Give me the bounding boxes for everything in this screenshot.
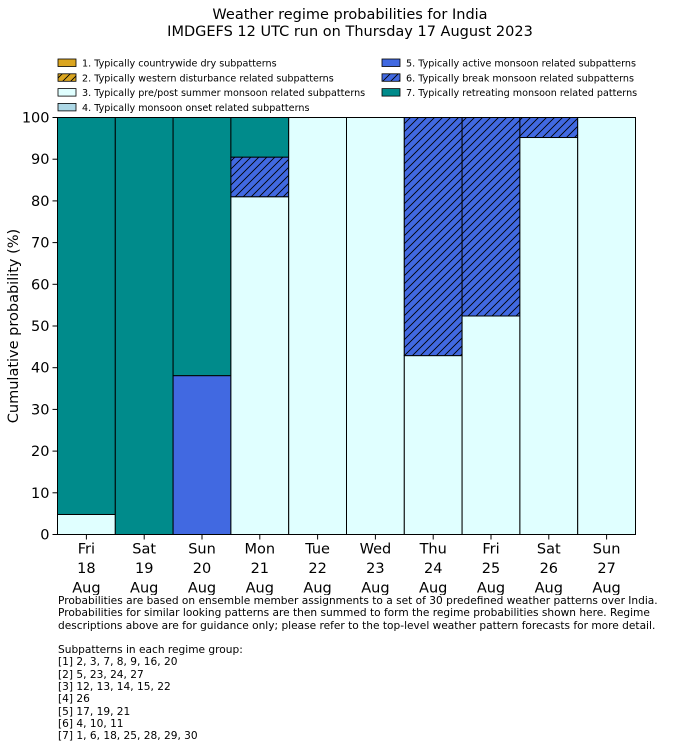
- x-tick-label: Aug: [303, 581, 331, 596]
- note-line-3: descriptions above are for guidance only…: [58, 619, 656, 632]
- y-tick-label: 40: [31, 361, 49, 377]
- x-tick-label: Aug: [535, 581, 563, 596]
- y-axis-label: Cumulative probability (%): [6, 229, 22, 423]
- x-tick-label: 20: [193, 561, 211, 577]
- y-tick-label: 50: [31, 319, 49, 335]
- legend-swatch: [381, 73, 401, 82]
- note-line-2: Probabilities for similar looking patter…: [58, 607, 650, 620]
- y-tick-label: 10: [31, 486, 49, 502]
- x-tick-label: Sun: [593, 542, 621, 558]
- y-tick-label: 0: [40, 528, 49, 544]
- legend-label: 2. Typically western disturbance related…: [82, 73, 334, 84]
- x-tick-label: 18: [77, 561, 95, 577]
- y-tick-label: 30: [31, 402, 49, 418]
- x-tick-label: 26: [540, 561, 558, 577]
- group-line: [7] 1, 6, 18, 25, 28, 29, 30: [58, 730, 198, 743]
- group-line: [3] 12, 13, 14, 15, 22: [58, 681, 171, 694]
- legend-swatch: [57, 58, 77, 67]
- legend-label: 1. Typically countrywide dry subpatterns: [82, 59, 277, 70]
- legend-label: 3. Typically pre/post summer monsoon rel…: [82, 88, 365, 99]
- x-tick-label: 22: [308, 561, 326, 577]
- x-tick-label: 27: [597, 561, 615, 577]
- bar-segment: [519, 137, 579, 536]
- x-tick-label: Sat: [132, 542, 156, 558]
- x-tick-label: 25: [482, 561, 500, 577]
- x-tick-label: 21: [251, 561, 269, 577]
- bar-segment: [403, 355, 463, 535]
- legend-label: 7. Typically retreating monsoon related …: [406, 88, 637, 99]
- group-line: [1] 2, 3, 7, 8, 9, 16, 20: [58, 656, 178, 669]
- x-tick-label: 23: [366, 561, 384, 577]
- x-tick-label: Wed: [360, 542, 392, 558]
- x-tick-label: Mon: [245, 542, 276, 558]
- x-tick-label: Aug: [246, 581, 274, 596]
- bar-segment: [403, 117, 463, 357]
- y-tick-label: 100: [22, 111, 50, 127]
- legend-swatch: [57, 88, 77, 97]
- bar-segment: [461, 117, 521, 317]
- x-tick-label: Aug: [361, 581, 389, 596]
- legend-swatch: [381, 88, 401, 97]
- legend-swatch: [57, 103, 77, 112]
- x-tick-label: 24: [424, 561, 442, 577]
- y-axis: 0 10 20 30 40 50 60 70 80 90 100: [22, 111, 58, 544]
- x-tick-label: Sat: [537, 542, 561, 558]
- x-tick-label: Aug: [477, 581, 505, 596]
- bar-segment: [57, 513, 116, 536]
- y-tick-label: 20: [31, 444, 49, 460]
- bar-segment: [346, 117, 405, 535]
- x-tick-label: Aug: [188, 581, 216, 596]
- x-tick-label: Aug: [130, 581, 158, 596]
- legend-label: 6. Typically break monsoon related subpa…: [406, 73, 634, 84]
- bar-segment: [57, 117, 116, 515]
- x-tick-label: Tue: [304, 542, 330, 558]
- bar-segment: [172, 375, 232, 535]
- legend-label: 5. Typically active monsoon related subp…: [406, 59, 636, 70]
- group-line: [4] 26: [58, 693, 90, 706]
- y-tick-label: 80: [31, 194, 49, 210]
- legend-swatch: [57, 73, 77, 82]
- footnotes: Probabilities are based on ensemble memb…: [58, 595, 688, 743]
- y-tick-label: 70: [31, 236, 49, 252]
- bar-segment: [577, 117, 637, 535]
- groups-heading: Subpatterns in each regime group:: [58, 644, 243, 657]
- x-tick-label: Aug: [72, 581, 100, 596]
- bar-segment: [461, 315, 521, 535]
- x-tick-label: Fri: [78, 542, 95, 558]
- note-line-1: Probabilities are based on ensemble memb…: [58, 595, 658, 607]
- x-tick-label: Aug: [592, 581, 620, 596]
- group-line: [5] 17, 19, 21: [58, 705, 131, 718]
- legend-swatch: [381, 58, 401, 67]
- x-tick-label: Fri: [482, 542, 499, 558]
- bar-segment: [114, 117, 174, 535]
- x-tick-label: Thu: [419, 542, 447, 558]
- bar-segment: [230, 196, 290, 535]
- chart: Weather regime probabilities for India I…: [6, 7, 637, 596]
- x-tick-label: Aug: [419, 581, 447, 596]
- x-tick-label: 19: [135, 561, 153, 577]
- bar-segment: [230, 156, 290, 198]
- x-tick-label: Sun: [188, 542, 216, 558]
- bar-segment: [519, 117, 579, 139]
- bar-segment: [172, 117, 232, 377]
- legend: 1. Typically countrywide dry subpatterns…: [57, 58, 637, 114]
- bar-segment: [230, 117, 290, 158]
- bars: [57, 117, 637, 536]
- x-axis: Fri 18 Aug Sat 19 Aug Sun 20 Aug Mon 21 Aug Tue 22 Aug…: [72, 534, 621, 596]
- group-line: [6] 4, 10, 11: [58, 717, 124, 730]
- chart-subtitle: IMDGEFS 12 UTC run on Thursday 17 August…: [167, 24, 533, 40]
- y-tick-label: 60: [31, 277, 49, 293]
- bar-segment: [288, 117, 348, 535]
- y-tick-label: 90: [31, 152, 49, 168]
- chart-title: Weather regime probabilities for India: [212, 7, 487, 23]
- legend-label: 4. Typically monsoon onset related subpa…: [82, 103, 309, 114]
- group-line: [2] 5, 23, 24, 27: [58, 668, 144, 681]
